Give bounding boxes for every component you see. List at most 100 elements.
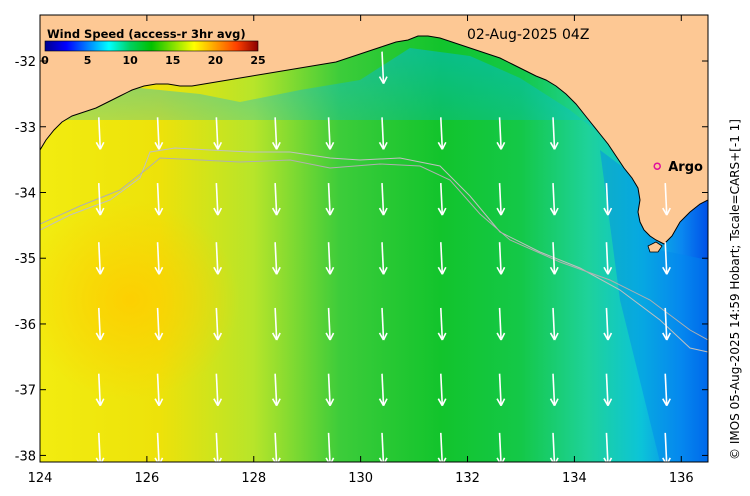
plot-frame — [39, 14, 709, 463]
wind-arrow — [154, 183, 164, 216]
x-tick-label: 126 — [134, 471, 159, 486]
legend-colorbar — [44, 40, 259, 52]
wind-arrow — [154, 242, 164, 275]
legend: Wind Speed (access-r 3hr avg) 0 5 10 15 20 25 — [41, 27, 265, 67]
wind-arrow — [95, 183, 105, 216]
wind-arrow — [437, 373, 447, 407]
wind-arrow — [213, 432, 223, 462]
y-tick-label: -33 — [15, 121, 36, 136]
wind-arrow — [549, 307, 559, 341]
y-tick-label: -36 — [15, 318, 36, 333]
wind-arrow — [378, 117, 388, 150]
wind-arrow — [496, 242, 506, 275]
wind-arrow — [271, 183, 281, 216]
wind-arrow — [437, 242, 447, 275]
wind-maximum-region — [40, 200, 240, 400]
wind-arrow — [496, 373, 506, 407]
wind-arrow — [95, 117, 105, 150]
wind-arrow — [378, 183, 388, 216]
wind-arrow — [271, 432, 281, 462]
credit-text: © IMOS 05-Aug-2025 14:59 Hobart; Tscale=… — [728, 119, 742, 460]
x-tick-label: 124 — [28, 471, 53, 486]
y-tick-label: -38 — [15, 449, 36, 464]
wind-arrow — [549, 373, 559, 407]
wind-arrow — [662, 183, 671, 216]
wind-arrow — [437, 432, 447, 462]
y-tick-label: -35 — [15, 252, 36, 267]
wind-arrow — [95, 373, 105, 407]
wind-arrow — [603, 307, 613, 341]
wind-arrow — [549, 183, 559, 216]
wind-arrow — [213, 373, 223, 407]
wind-arrow — [213, 307, 223, 341]
y-tick-label: -32 — [15, 55, 36, 70]
wind-arrow — [95, 242, 105, 275]
wind-arrow — [271, 373, 281, 407]
kangaroo-island — [647, 241, 663, 253]
wind-arrow — [213, 183, 223, 216]
argo-float-marker — [653, 162, 661, 170]
wind-arrow — [437, 183, 447, 216]
wind-arrow — [549, 242, 559, 275]
wind-arrow — [325, 373, 335, 407]
wind-arrow — [662, 307, 671, 341]
wind-arrow — [437, 117, 447, 150]
wind-arrow — [213, 242, 223, 275]
wind-arrow — [325, 307, 335, 341]
legend-title: Wind Speed (access-r 3hr avg) — [47, 27, 246, 41]
wind-arrow — [549, 432, 559, 462]
wind-arrow — [662, 373, 671, 407]
y-axis: -32 -33 -34 -35 -36 -37 -38 — [15, 55, 708, 464]
x-tick-label: 132 — [455, 471, 480, 486]
wind-arrow — [325, 432, 335, 462]
wind-arrow — [154, 117, 164, 150]
wind-arrow — [271, 242, 281, 275]
wind-arrow — [662, 432, 671, 462]
legend-tick-label: 25 — [250, 54, 265, 67]
wind-arrow — [496, 432, 506, 462]
wind-arrow — [325, 117, 335, 150]
wind-arrow — [378, 51, 388, 84]
x-tick-label: 134 — [562, 471, 587, 486]
argo-marker: Argo — [653, 160, 703, 175]
x-tick-label: 136 — [669, 471, 694, 486]
wind-arrow — [603, 432, 613, 462]
wind-arrow — [325, 183, 335, 216]
wind-arrow — [496, 117, 506, 150]
shelf-contour-outer — [40, 147, 708, 353]
wind-arrow — [378, 373, 388, 407]
wind-arrow — [496, 183, 506, 216]
wind-arrow — [154, 432, 164, 462]
wind-arrow — [271, 307, 281, 341]
wind-vectors — [95, 51, 671, 462]
wind-arrow — [95, 432, 105, 462]
x-tick-label: 130 — [348, 471, 373, 486]
wind-arrow — [437, 307, 447, 341]
wind-arrow — [603, 373, 613, 407]
y-tick-label: -34 — [15, 186, 36, 201]
legend-tick-label: 5 — [84, 54, 92, 67]
x-tick-label: 128 — [241, 471, 266, 486]
wind-arrow — [378, 242, 388, 275]
wind-arrow — [378, 307, 388, 341]
y-tick-label: -37 — [15, 384, 36, 399]
wind-arrow — [325, 242, 335, 275]
wind-arrow — [549, 117, 559, 150]
legend-tick-label: 15 — [165, 54, 180, 67]
x-axis: 124 126 128 130 132 134 136 — [28, 15, 694, 486]
wind-arrow — [154, 307, 164, 341]
wind-arrow — [662, 242, 671, 275]
legend-tick-label: 20 — [208, 54, 224, 67]
date-label: 02-Aug-2025 04Z — [467, 27, 589, 43]
wind-arrow — [271, 117, 281, 150]
eastern-low-wind-region — [600, 150, 708, 462]
wind-arrow — [378, 432, 388, 462]
australia-land — [40, 15, 708, 245]
wind-arrow — [213, 117, 223, 150]
wind-arrow — [95, 307, 105, 341]
legend-tick-label: 10 — [123, 54, 139, 67]
shelf-contour-inner — [40, 157, 708, 341]
wind-arrow — [496, 307, 506, 341]
argo-label: Argo — [668, 160, 703, 175]
wind-arrow — [603, 242, 613, 275]
